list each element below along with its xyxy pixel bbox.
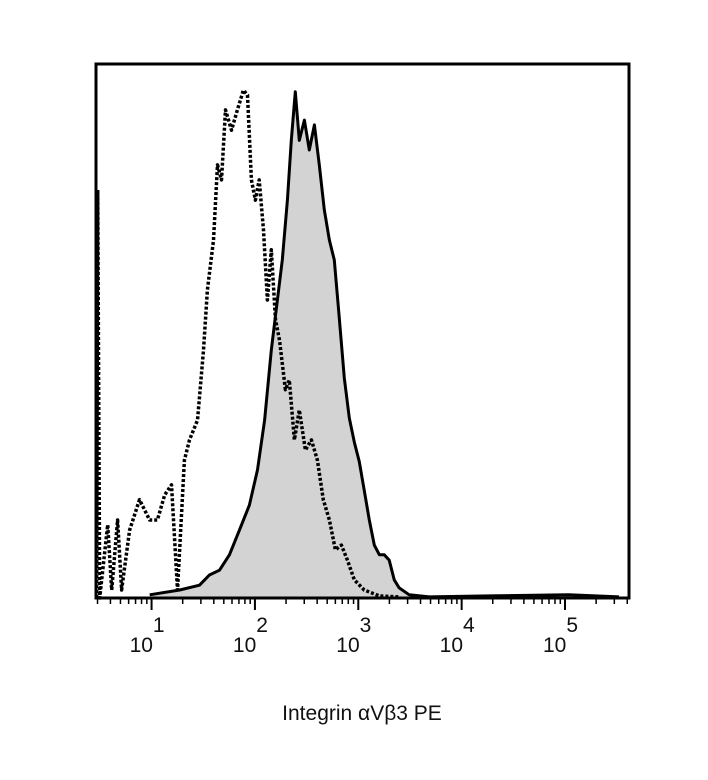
x-tick-exponent: 5 [566, 614, 578, 637]
x-tick-label: 103 [336, 614, 371, 657]
plot-frame [94, 62, 631, 600]
x-tick-base: 10 [130, 634, 153, 657]
x-axis-label: Integrin αVβ3 PE [282, 702, 442, 725]
control-histogram [94, 88, 400, 600]
x-tick-exponent: 4 [463, 614, 475, 637]
x-tick-exponent: 2 [256, 614, 268, 637]
x-tick-label: 105 [543, 614, 578, 657]
x-tick-exponent: 1 [153, 614, 165, 637]
x-tick-label: 101 [130, 614, 165, 657]
x-tick-base: 10 [543, 634, 566, 657]
histogram-area [149, 91, 619, 599]
x-tick-base: 10 [336, 634, 359, 657]
x-tick-base: 10 [233, 634, 256, 657]
x-tick-exponent: 3 [360, 614, 372, 637]
x-tick-label: 104 [440, 614, 475, 657]
stained-histogram [149, 90, 620, 599]
x-tick-label: 102 [233, 614, 268, 657]
x-tick-base: 10 [440, 634, 463, 657]
